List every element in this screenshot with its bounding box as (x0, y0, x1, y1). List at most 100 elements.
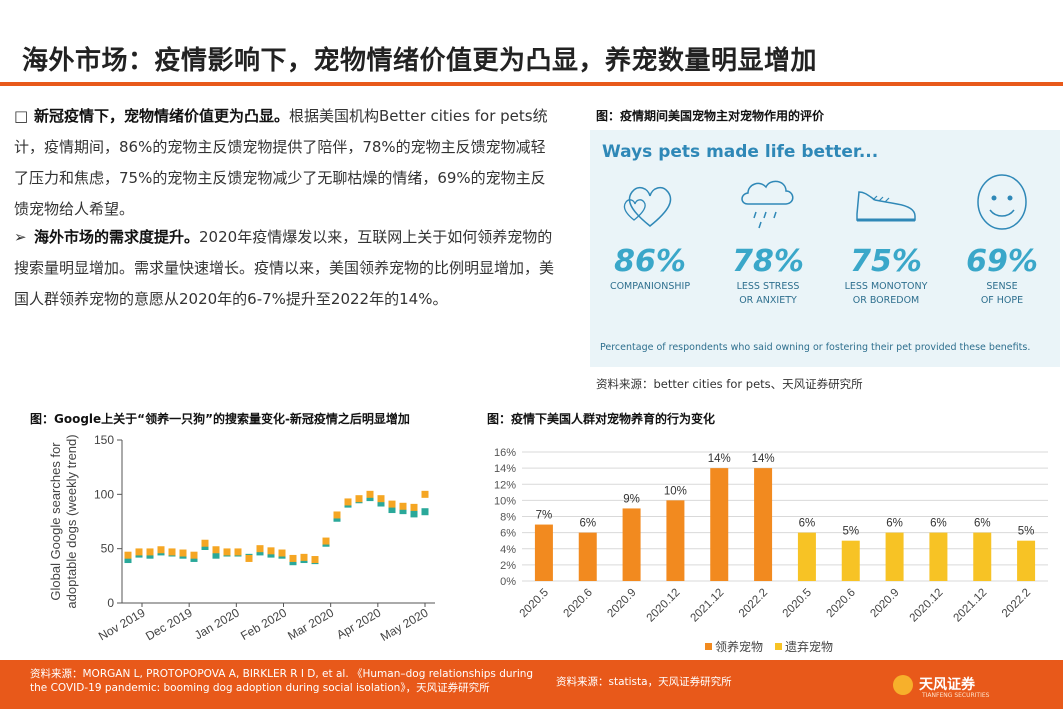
data-label: 10% (664, 485, 687, 497)
pct-value: 86% (614, 244, 686, 279)
data-point (399, 502, 407, 510)
data-point (388, 500, 396, 508)
data-point (179, 549, 187, 557)
title-divider (0, 82, 1063, 86)
bar (534, 524, 553, 581)
data-point (124, 556, 132, 564)
logo-name: 天风证券 (919, 677, 975, 693)
pct-value: 69% (966, 244, 1038, 279)
y-axis-label: Global Google searches for (48, 442, 63, 601)
y-tick-label: 2% (500, 560, 516, 572)
benefit-label: COMPANIONSHIP (609, 281, 691, 292)
data-point (256, 545, 264, 553)
hearts-icon (623, 186, 672, 227)
fig1-source: 资料来源：better cities for pets、天风证券研究所 (596, 377, 863, 391)
data-point (410, 503, 418, 511)
bullet-lead-2: 海外市场的需求度提升。 (34, 228, 200, 246)
data-point (322, 537, 330, 545)
page-title: 海外市场：疫情影响下，宠物情绪价值更为凸显，养宠数量明显增加 (22, 46, 818, 76)
benefit-less-monotony: 75% LESS MONOTONY OR BOREDOM (826, 170, 946, 308)
bar (885, 532, 904, 581)
fig2-caption: 图：Google上关于“领养一只狗”的搜索量变化-新冠疫情之后明显增加 (30, 412, 410, 426)
company-logo: 天风证券 (893, 674, 975, 695)
bar (578, 532, 597, 581)
data-point (344, 498, 352, 506)
data-point (223, 548, 231, 556)
y-axis-label-line-2: adoptable dogs (weekly trend) (64, 434, 79, 608)
x-tick-label: 2020.5 (518, 587, 551, 620)
data-label: 7% (536, 510, 553, 522)
data-point (124, 551, 132, 559)
x-tick-label: 2020.12 (645, 587, 683, 625)
data-label: 6% (579, 518, 596, 530)
bullet-lead-1: 新冠疫情下，宠物情绪价值更为凸显。 (34, 107, 290, 125)
x-tick-label: 2022.2 (1000, 587, 1033, 620)
legend-label: 遗弃宠物 (785, 639, 833, 654)
bar (929, 532, 948, 581)
bar (841, 540, 860, 581)
benefit-sense-of-hope: 69% SENSE OF HOPE (942, 170, 1062, 308)
data-point (366, 490, 374, 498)
pct-value: 78% (732, 244, 804, 279)
x-tick-label: May 2020 (378, 605, 431, 644)
y-tick-label: 8% (500, 512, 516, 524)
y-tick-label: 0% (500, 576, 516, 588)
legend-label: 领养宠物 (715, 639, 763, 654)
data-label: 5% (842, 526, 859, 538)
bar (1017, 540, 1036, 581)
x-tick-label: 2021.12 (951, 587, 989, 625)
logo-subtitle: TIANFENG SECURITIES (922, 692, 990, 699)
legend-swatch (705, 643, 712, 650)
x-tick-label: Jan 2020 (192, 605, 242, 642)
data-point (311, 556, 319, 564)
bullet-text-1: 根据美国机构Better cities for pets统计，疫情期间，86%的… (14, 107, 548, 218)
x-tick-label: 2020.12 (908, 587, 946, 625)
pct-value: 75% (850, 244, 922, 279)
data-point (355, 495, 363, 503)
x-tick-label: Nov 2019 (96, 605, 148, 643)
fig2-source: 资料来源：MORGAN L, PROTOPOPOVA A, BIRKLER R … (30, 668, 534, 694)
y-tick-label: 12% (494, 479, 516, 491)
data-point (377, 495, 385, 503)
x-tick-label: Dec 2019 (143, 605, 195, 643)
data-point (234, 548, 242, 556)
data-point (245, 554, 253, 562)
benefit-label: SENSE OF HOPE (980, 281, 1024, 306)
footer-bar (0, 660, 1063, 709)
data-point (168, 548, 176, 556)
benefit-label: LESS MONOTONY OR BOREDOM (844, 281, 928, 306)
y-tick-label: 6% (500, 528, 516, 540)
bullet-text-2: 2020年疫情爆发以来，互联网上关于如何领养宠物的搜索量明显增加。需求量快速增长… (14, 228, 555, 308)
data-point (289, 554, 297, 562)
x-tick-label: 2020.5 (781, 587, 814, 620)
bar (754, 468, 773, 581)
smiley-icon (977, 174, 1027, 230)
data-point (421, 490, 429, 498)
x-tick-label: 2021.12 (688, 587, 726, 625)
x-tick-label: 2020.9 (605, 587, 638, 620)
data-point (212, 546, 220, 554)
y-tick-label: 50 (101, 542, 115, 556)
bar (973, 532, 992, 581)
y-tick-label: 100 (94, 487, 114, 501)
pets-infographic: Ways pets made life better... 86% COMPAN… (590, 130, 1060, 367)
data-label: 14% (752, 453, 775, 465)
adoption-bar-chart: 0% 2% 4% 6% 8% 10% 12% 14% 16% 7% 6% 9% 10% 14% 14% 6%… (494, 447, 1048, 654)
data-label: 6% (930, 518, 947, 530)
benefit-label: LESS STRESS OR ANXIETY (736, 281, 800, 306)
data-point (201, 539, 209, 547)
data-label: 5% (1018, 526, 1035, 538)
data-label: 6% (886, 518, 903, 530)
data-point (157, 546, 165, 554)
bullet-paragraph-2: ➢ 海外市场的需求度提升。2020年疫情爆发以来，互联网上关于如何领养宠物的搜索量… (14, 222, 559, 315)
data-label: 14% (708, 453, 731, 465)
checkbox-bullet-icon: □ (14, 107, 29, 125)
data-label: 6% (799, 518, 816, 530)
benefit-less-stress: 78% LESS STRESS OR ANXIETY (708, 170, 828, 308)
x-tick-label: 2020.6 (562, 587, 595, 620)
google-search-chart: Global Google searches for adoptable dog… (48, 433, 435, 644)
data-point (333, 511, 341, 519)
x-tick-label: Feb 2020 (238, 605, 289, 643)
bar (797, 532, 816, 581)
bar (622, 508, 641, 581)
